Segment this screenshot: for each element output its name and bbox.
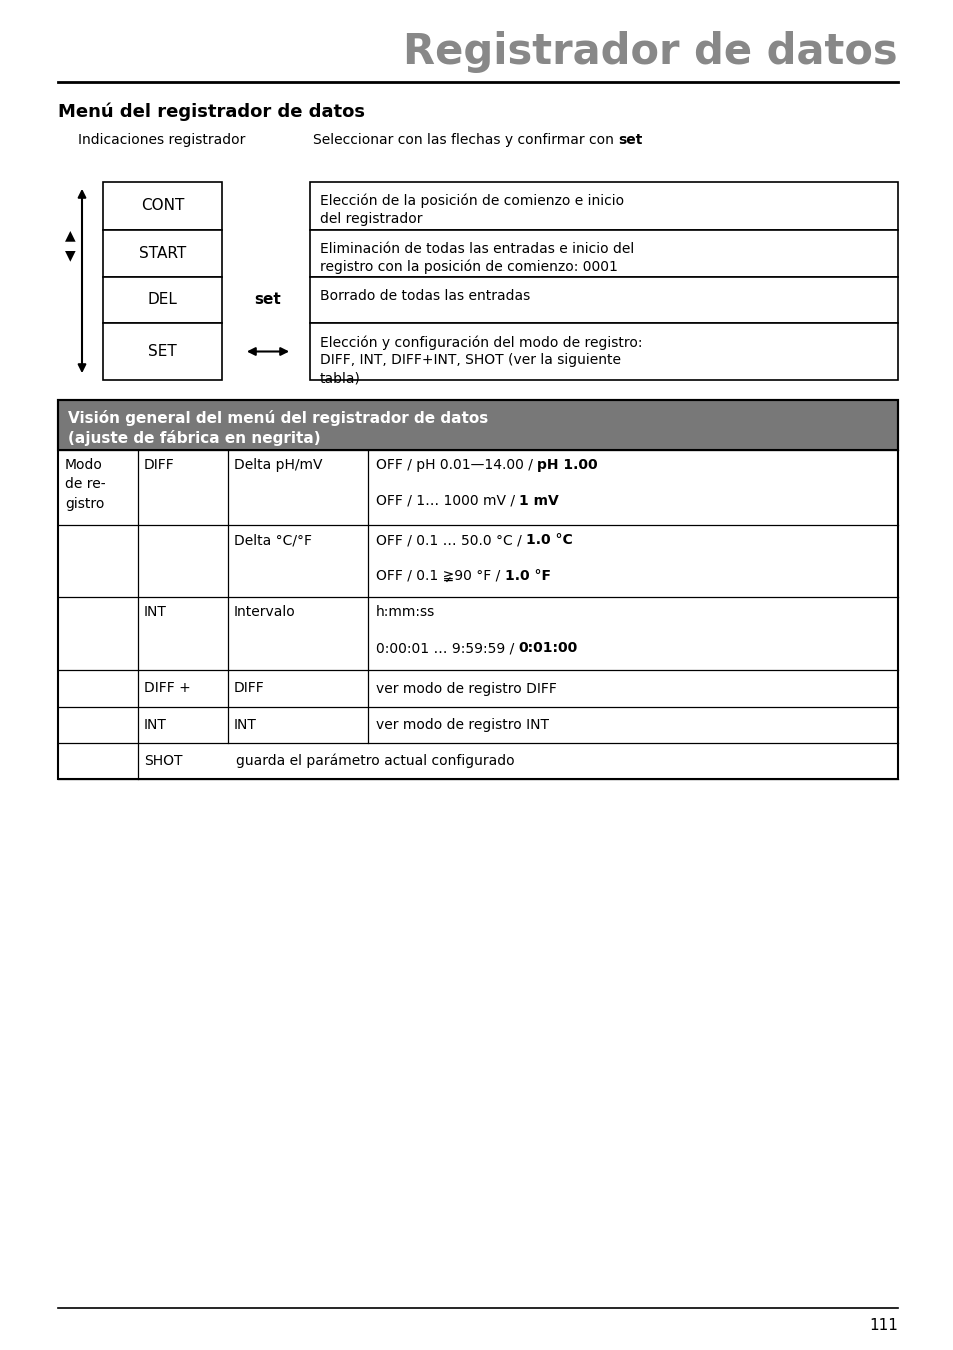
Text: Borrado de todas las entradas: Borrado de todas las entradas bbox=[319, 289, 530, 302]
Text: ▲: ▲ bbox=[65, 228, 75, 243]
Text: Intervalo: Intervalo bbox=[233, 605, 295, 620]
Bar bbox=[310, 230, 897, 277]
Text: Delta pH/mV: Delta pH/mV bbox=[233, 458, 322, 472]
Text: OFF / 0.1 … 50.0 °C /: OFF / 0.1 … 50.0 °C / bbox=[375, 533, 525, 547]
Text: ver modo de registro INT: ver modo de registro INT bbox=[375, 718, 548, 732]
Bar bbox=[103, 323, 222, 379]
Text: INT: INT bbox=[144, 605, 167, 620]
Text: Registrador de datos: Registrador de datos bbox=[403, 31, 897, 73]
Text: h:mm:ss: h:mm:ss bbox=[375, 605, 435, 620]
Text: 1.0 °F: 1.0 °F bbox=[504, 568, 550, 583]
Text: Visión general del menú del registrador de datos: Visión general del menú del registrador … bbox=[68, 410, 488, 427]
Text: SHOT: SHOT bbox=[144, 755, 182, 768]
Bar bbox=[310, 182, 897, 230]
Text: DIFF: DIFF bbox=[144, 458, 174, 472]
Bar bbox=[310, 323, 897, 379]
Text: del registrador: del registrador bbox=[319, 212, 422, 225]
Bar bbox=[103, 277, 222, 323]
Text: Elección de la posición de comienzo e inicio: Elección de la posición de comienzo e in… bbox=[319, 194, 623, 208]
Text: set: set bbox=[618, 134, 642, 147]
Text: DIFF: DIFF bbox=[233, 682, 265, 695]
Text: set: set bbox=[254, 293, 281, 308]
Text: CONT: CONT bbox=[141, 198, 184, 213]
Text: Eliminación de todas las entradas e inicio del: Eliminación de todas las entradas e inic… bbox=[319, 242, 634, 256]
Text: INT: INT bbox=[144, 718, 167, 732]
Text: DEL: DEL bbox=[148, 293, 177, 308]
Text: Menú del registrador de datos: Menú del registrador de datos bbox=[58, 103, 365, 122]
Text: 0:01:00: 0:01:00 bbox=[518, 641, 578, 655]
Text: 111: 111 bbox=[868, 1318, 897, 1332]
Text: Delta °C/°F: Delta °C/°F bbox=[233, 533, 312, 547]
Text: INT: INT bbox=[233, 718, 256, 732]
Text: OFF / pH 0.01—14.00 /: OFF / pH 0.01—14.00 / bbox=[375, 458, 537, 472]
Text: START: START bbox=[139, 246, 186, 261]
Text: Elección y configuración del modo de registro:: Elección y configuración del modo de reg… bbox=[319, 335, 641, 350]
Text: guarda el parámetro actual configurado: guarda el parámetro actual configurado bbox=[235, 753, 514, 768]
Text: OFF / 0.1 ≩90 °F /: OFF / 0.1 ≩90 °F / bbox=[375, 568, 504, 583]
Text: DIFF, INT, DIFF+INT, SHOT (ver la siguiente: DIFF, INT, DIFF+INT, SHOT (ver la siguie… bbox=[319, 352, 620, 367]
Text: ver modo de registro DIFF: ver modo de registro DIFF bbox=[375, 682, 557, 695]
Text: OFF / 1… 1000 mV /: OFF / 1… 1000 mV / bbox=[375, 494, 518, 508]
Text: (ajuste de fábrica en negrita): (ajuste de fábrica en negrita) bbox=[68, 431, 320, 446]
Text: Indicaciones registrador: Indicaciones registrador bbox=[78, 134, 245, 147]
Text: ▼: ▼ bbox=[65, 248, 75, 262]
Text: tabla): tabla) bbox=[319, 371, 360, 385]
Text: Modo
de re-
gistro: Modo de re- gistro bbox=[65, 458, 106, 512]
Text: 0:00:01 … 9:59:59 /: 0:00:01 … 9:59:59 / bbox=[375, 641, 518, 655]
Text: 1.0 °C: 1.0 °C bbox=[525, 533, 572, 547]
Bar bbox=[103, 230, 222, 277]
Bar bbox=[58, 400, 897, 450]
Bar bbox=[103, 182, 222, 230]
Text: pH 1.00: pH 1.00 bbox=[537, 458, 598, 472]
Bar bbox=[310, 277, 897, 323]
Text: SET: SET bbox=[148, 344, 176, 359]
Bar bbox=[58, 400, 897, 779]
Text: DIFF +: DIFF + bbox=[144, 682, 191, 695]
Text: registro con la posición de comienzo: 0001: registro con la posición de comienzo: 00… bbox=[319, 261, 618, 274]
Text: 1 mV: 1 mV bbox=[518, 494, 558, 508]
Text: Seleccionar con las flechas y confirmar con: Seleccionar con las flechas y confirmar … bbox=[313, 134, 618, 147]
